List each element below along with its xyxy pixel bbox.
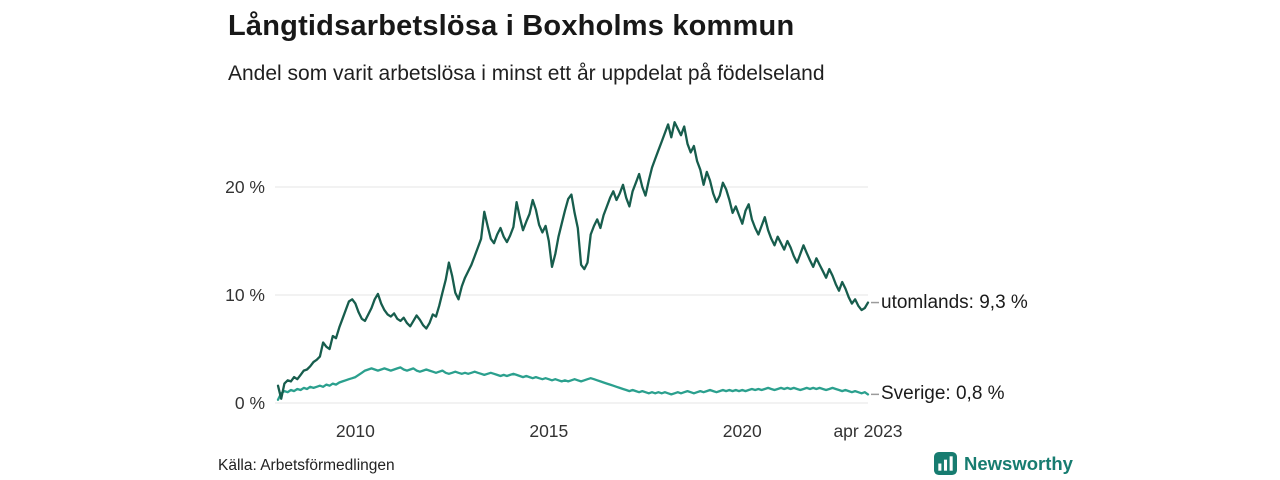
y-tick-label: 0 % [234, 393, 265, 413]
series-line-utomlands [276, 121, 870, 400]
series-label-sverige: Sverige: 0,8 % [881, 383, 1005, 405]
x-tick-label: apr 2023 [833, 421, 903, 441]
chart-title: Långtidsarbetslösa i Boxholms kommun [228, 10, 795, 42]
x-tick-label: 2015 [529, 421, 569, 441]
source-note: Källa: Arbetsförmedlingen [218, 457, 395, 474]
brand-name: Newsworthy [964, 452, 1073, 474]
y-tick-label: 10 % [225, 285, 265, 305]
x-tick-label: 2010 [335, 421, 375, 441]
newsworthy-logo[interactable]: Newsworthy [934, 452, 1073, 475]
series-line-Sverige [276, 366, 870, 401]
bar-chart-icon [934, 452, 957, 475]
y-tick-label: 20 % [225, 177, 265, 197]
chart-subtitle: Andel som varit arbetslösa i minst ett å… [228, 62, 825, 85]
x-tick-label: 2020 [722, 421, 762, 441]
series-label-utomlands: utomlands: 9,3 % [881, 291, 1028, 313]
